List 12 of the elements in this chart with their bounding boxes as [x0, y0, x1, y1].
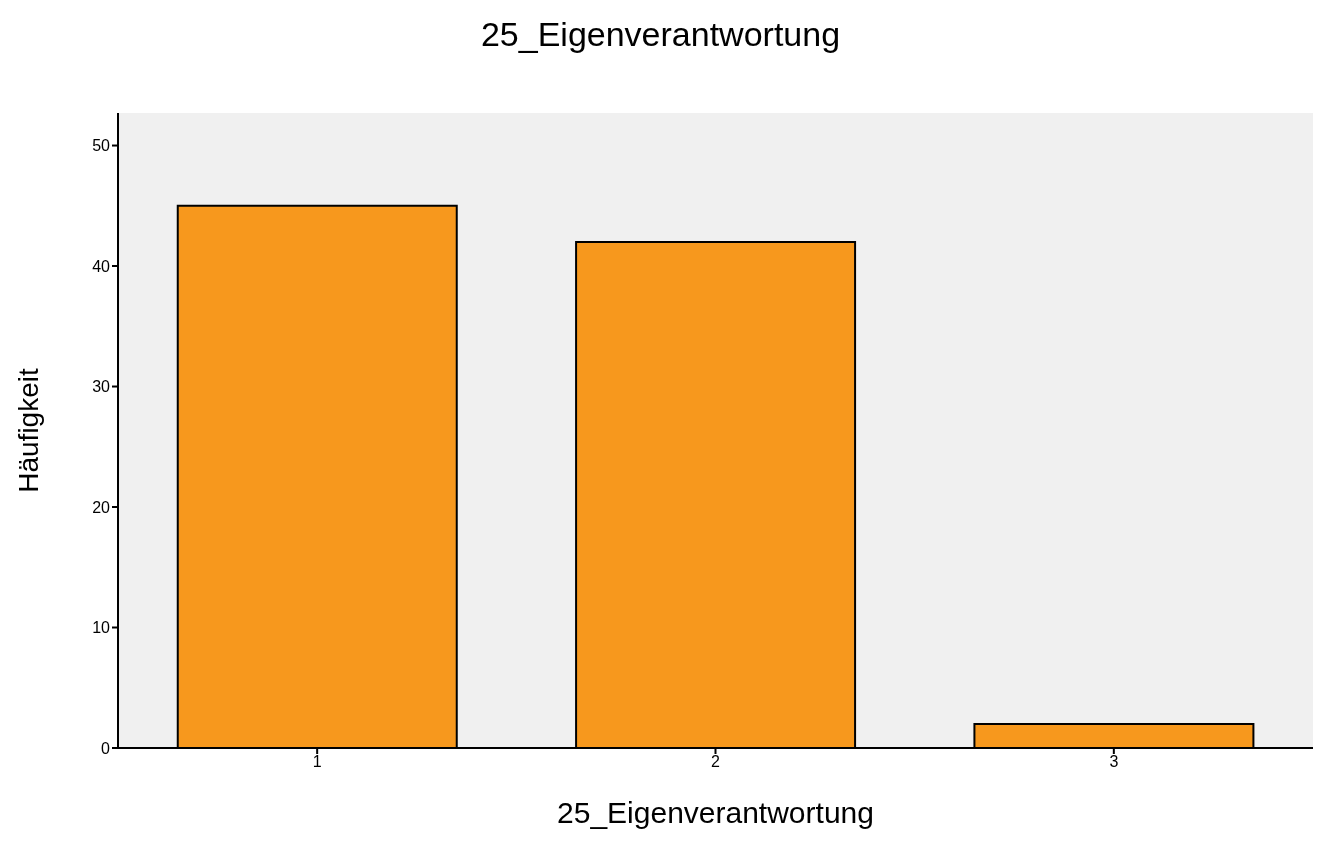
y-tick-label: 20: [92, 498, 111, 516]
x-tick-label: 2: [711, 753, 721, 771]
x-tick-label: 3: [1109, 753, 1119, 771]
x-axis-title: 25_Eigenverantwortung: [557, 796, 874, 829]
y-tick-label: 10: [92, 619, 111, 637]
x-tick-label: 1: [312, 753, 322, 771]
y-tick-label: 40: [92, 257, 111, 275]
y-axis-title: Häufigkeit: [12, 368, 44, 493]
y-tick-label: 50: [92, 137, 111, 155]
chart-title: 25_Eigenverantwortung: [479, 14, 842, 55]
y-tick-label: 0: [101, 739, 111, 757]
y-tick-label: 30: [92, 378, 111, 396]
